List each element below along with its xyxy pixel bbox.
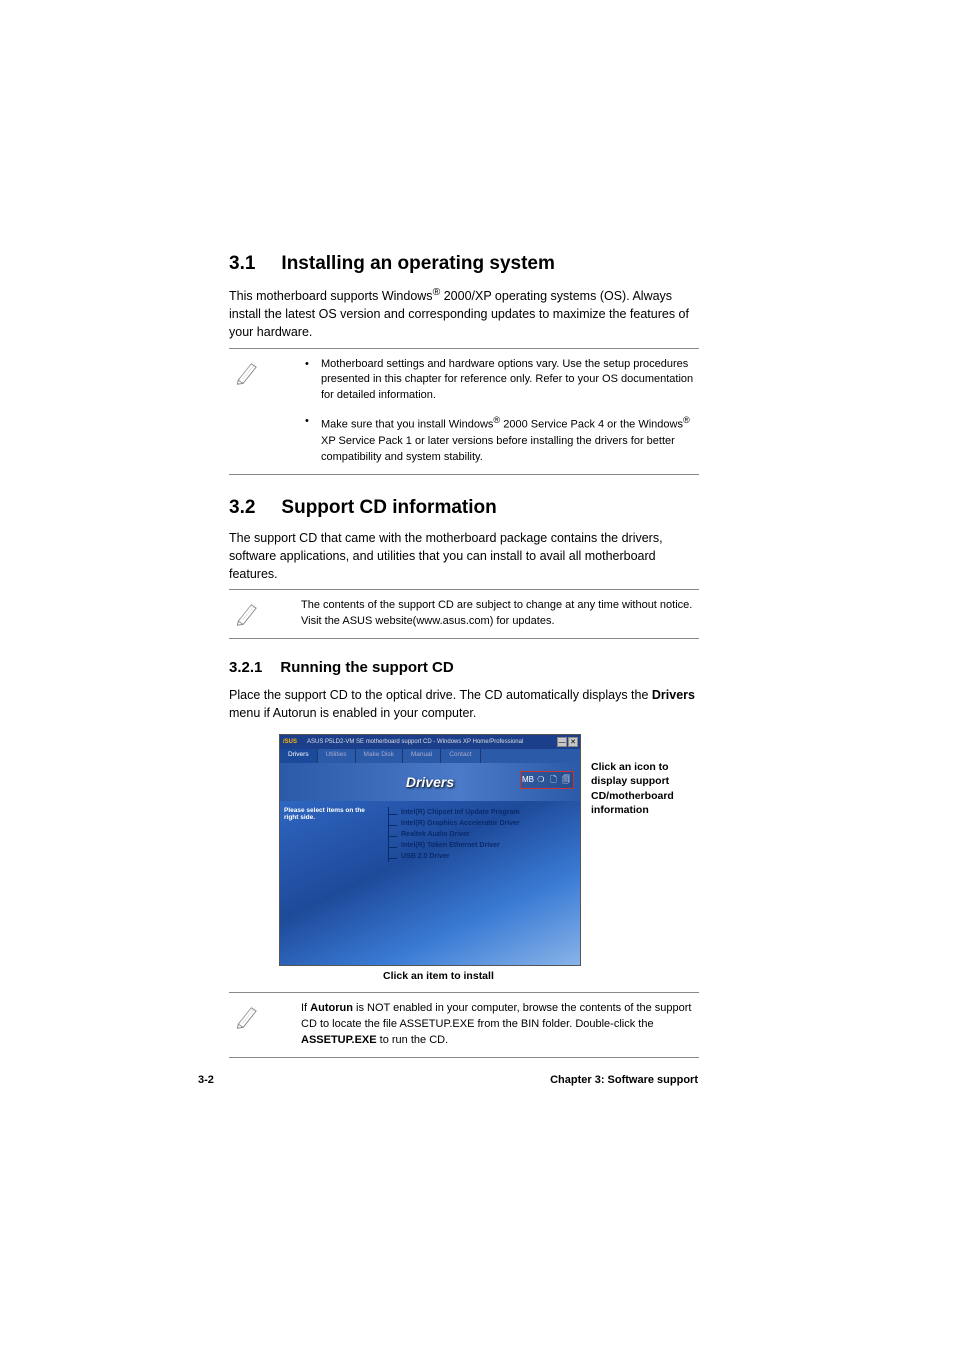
screenshot-tabs: Drivers Utilities Make Disk Manual Conta… bbox=[280, 749, 580, 763]
section-title: Support CD information bbox=[281, 497, 496, 519]
pencil-icon bbox=[235, 1003, 261, 1029]
info-icon-page[interactable]: 🗋 bbox=[548, 773, 560, 787]
section-title: Installing an operating system bbox=[281, 253, 554, 275]
window-buttons: — ✕ bbox=[557, 737, 578, 747]
bullet-icon: • bbox=[305, 357, 309, 373]
asus-logo: /SUS bbox=[282, 738, 304, 746]
tab-utilities[interactable]: Utilities bbox=[318, 749, 356, 763]
subsection-heading-3-2-1: 3.2.1 Running the support CD bbox=[229, 659, 699, 676]
driver-item[interactable]: Intel(R) Chipset Inf Update Program bbox=[388, 807, 576, 818]
screenshot-right-panel: Intel(R) Chipset Inf Update Program Inte… bbox=[380, 801, 580, 966]
driver-item[interactable]: Intel(R) Token Ethernet Driver bbox=[388, 840, 576, 851]
support-cd-screenshot: /SUS ASUS P5LD2-VM SE motherboard suppor… bbox=[279, 734, 581, 966]
driver-item[interactable]: Realtek Audio Driver bbox=[388, 829, 576, 840]
callout-right: Click an icon to display support CD/moth… bbox=[591, 760, 691, 817]
section-3-2-1-para: Place the support CD to the optical driv… bbox=[229, 686, 699, 722]
banner-text: Drivers bbox=[406, 774, 454, 790]
subsection-title: Running the support CD bbox=[280, 659, 453, 676]
section-num: 3.1 bbox=[229, 253, 255, 275]
info-icon-disk[interactable]: 🗐 bbox=[560, 773, 572, 787]
note-item-1: • Motherboard settings and hardware opti… bbox=[301, 357, 699, 405]
section-heading-3-1: 3.1 Installing an operating system bbox=[229, 253, 699, 275]
tab-contact[interactable]: Contact bbox=[441, 749, 480, 763]
drivers-bold: Drivers bbox=[652, 688, 695, 702]
screenshot-titlebar: /SUS ASUS P5LD2-VM SE motherboard suppor… bbox=[280, 735, 580, 749]
section-3-2-para: The support CD that came with the mother… bbox=[229, 529, 699, 583]
info-icon-box: MB ❍ 🗋 🗐 bbox=[520, 771, 574, 789]
tab-makedisk[interactable]: Make Disk bbox=[356, 749, 403, 763]
note-block-3-1: • Motherboard settings and hardware opti… bbox=[229, 348, 699, 475]
tab-drivers[interactable]: Drivers bbox=[280, 749, 318, 763]
section-3-1-para: This motherboard supports Windows® 2000/… bbox=[229, 285, 699, 342]
subsection-num: 3.2.1 bbox=[229, 659, 262, 676]
screenshot-title: ASUS P5LD2-VM SE motherboard support CD … bbox=[307, 739, 557, 745]
note-block-3-2: The contents of the support CD are subje… bbox=[229, 589, 699, 639]
pencil-icon bbox=[235, 600, 261, 626]
info-icon-cd[interactable]: ❍ bbox=[535, 773, 547, 787]
driver-item[interactable]: USB 2.0 Driver bbox=[388, 851, 576, 862]
bullet-icon: • bbox=[305, 414, 309, 430]
assetup-bold: ASSETUP.EXE bbox=[301, 1034, 377, 1046]
screenshot-body: Please select items on the right side. I… bbox=[280, 801, 580, 966]
note-text: If Autorun is NOT enabled in your comput… bbox=[301, 1001, 699, 1049]
note-block-3-2-1: If Autorun is NOT enabled in your comput… bbox=[229, 992, 699, 1058]
driver-item[interactable]: Intel(R) Graphics Accelerator Driver bbox=[388, 818, 576, 829]
tab-manual[interactable]: Manual bbox=[403, 749, 441, 763]
screenshot-banner: Drivers MB ❍ 🗋 🗐 bbox=[280, 763, 580, 801]
pencil-icon bbox=[235, 359, 261, 385]
page-number: 3-2 bbox=[198, 1074, 214, 1086]
info-icon-mb[interactable]: MB bbox=[522, 773, 534, 787]
section-heading-3-2: 3.2 Support CD information bbox=[229, 497, 699, 519]
close-button[interactable]: ✕ bbox=[568, 737, 578, 747]
minimize-button[interactable]: — bbox=[557, 737, 567, 747]
chapter-title: Chapter 3: Software support bbox=[550, 1074, 698, 1086]
screenshot-left-panel: Please select items on the right side. bbox=[280, 801, 380, 966]
note-text: The contents of the support CD are subje… bbox=[301, 598, 699, 630]
note-item-2: • Make sure that you install Windows® 20… bbox=[301, 414, 699, 465]
autorun-bold: Autorun bbox=[310, 1002, 353, 1014]
section-num: 3.2 bbox=[229, 497, 255, 519]
callout-bottom: Click an item to install bbox=[383, 970, 699, 982]
page-footer: 3-2 Chapter 3: Software support bbox=[198, 1074, 698, 1086]
figure-row: /SUS ASUS P5LD2-VM SE motherboard suppor… bbox=[279, 734, 699, 966]
